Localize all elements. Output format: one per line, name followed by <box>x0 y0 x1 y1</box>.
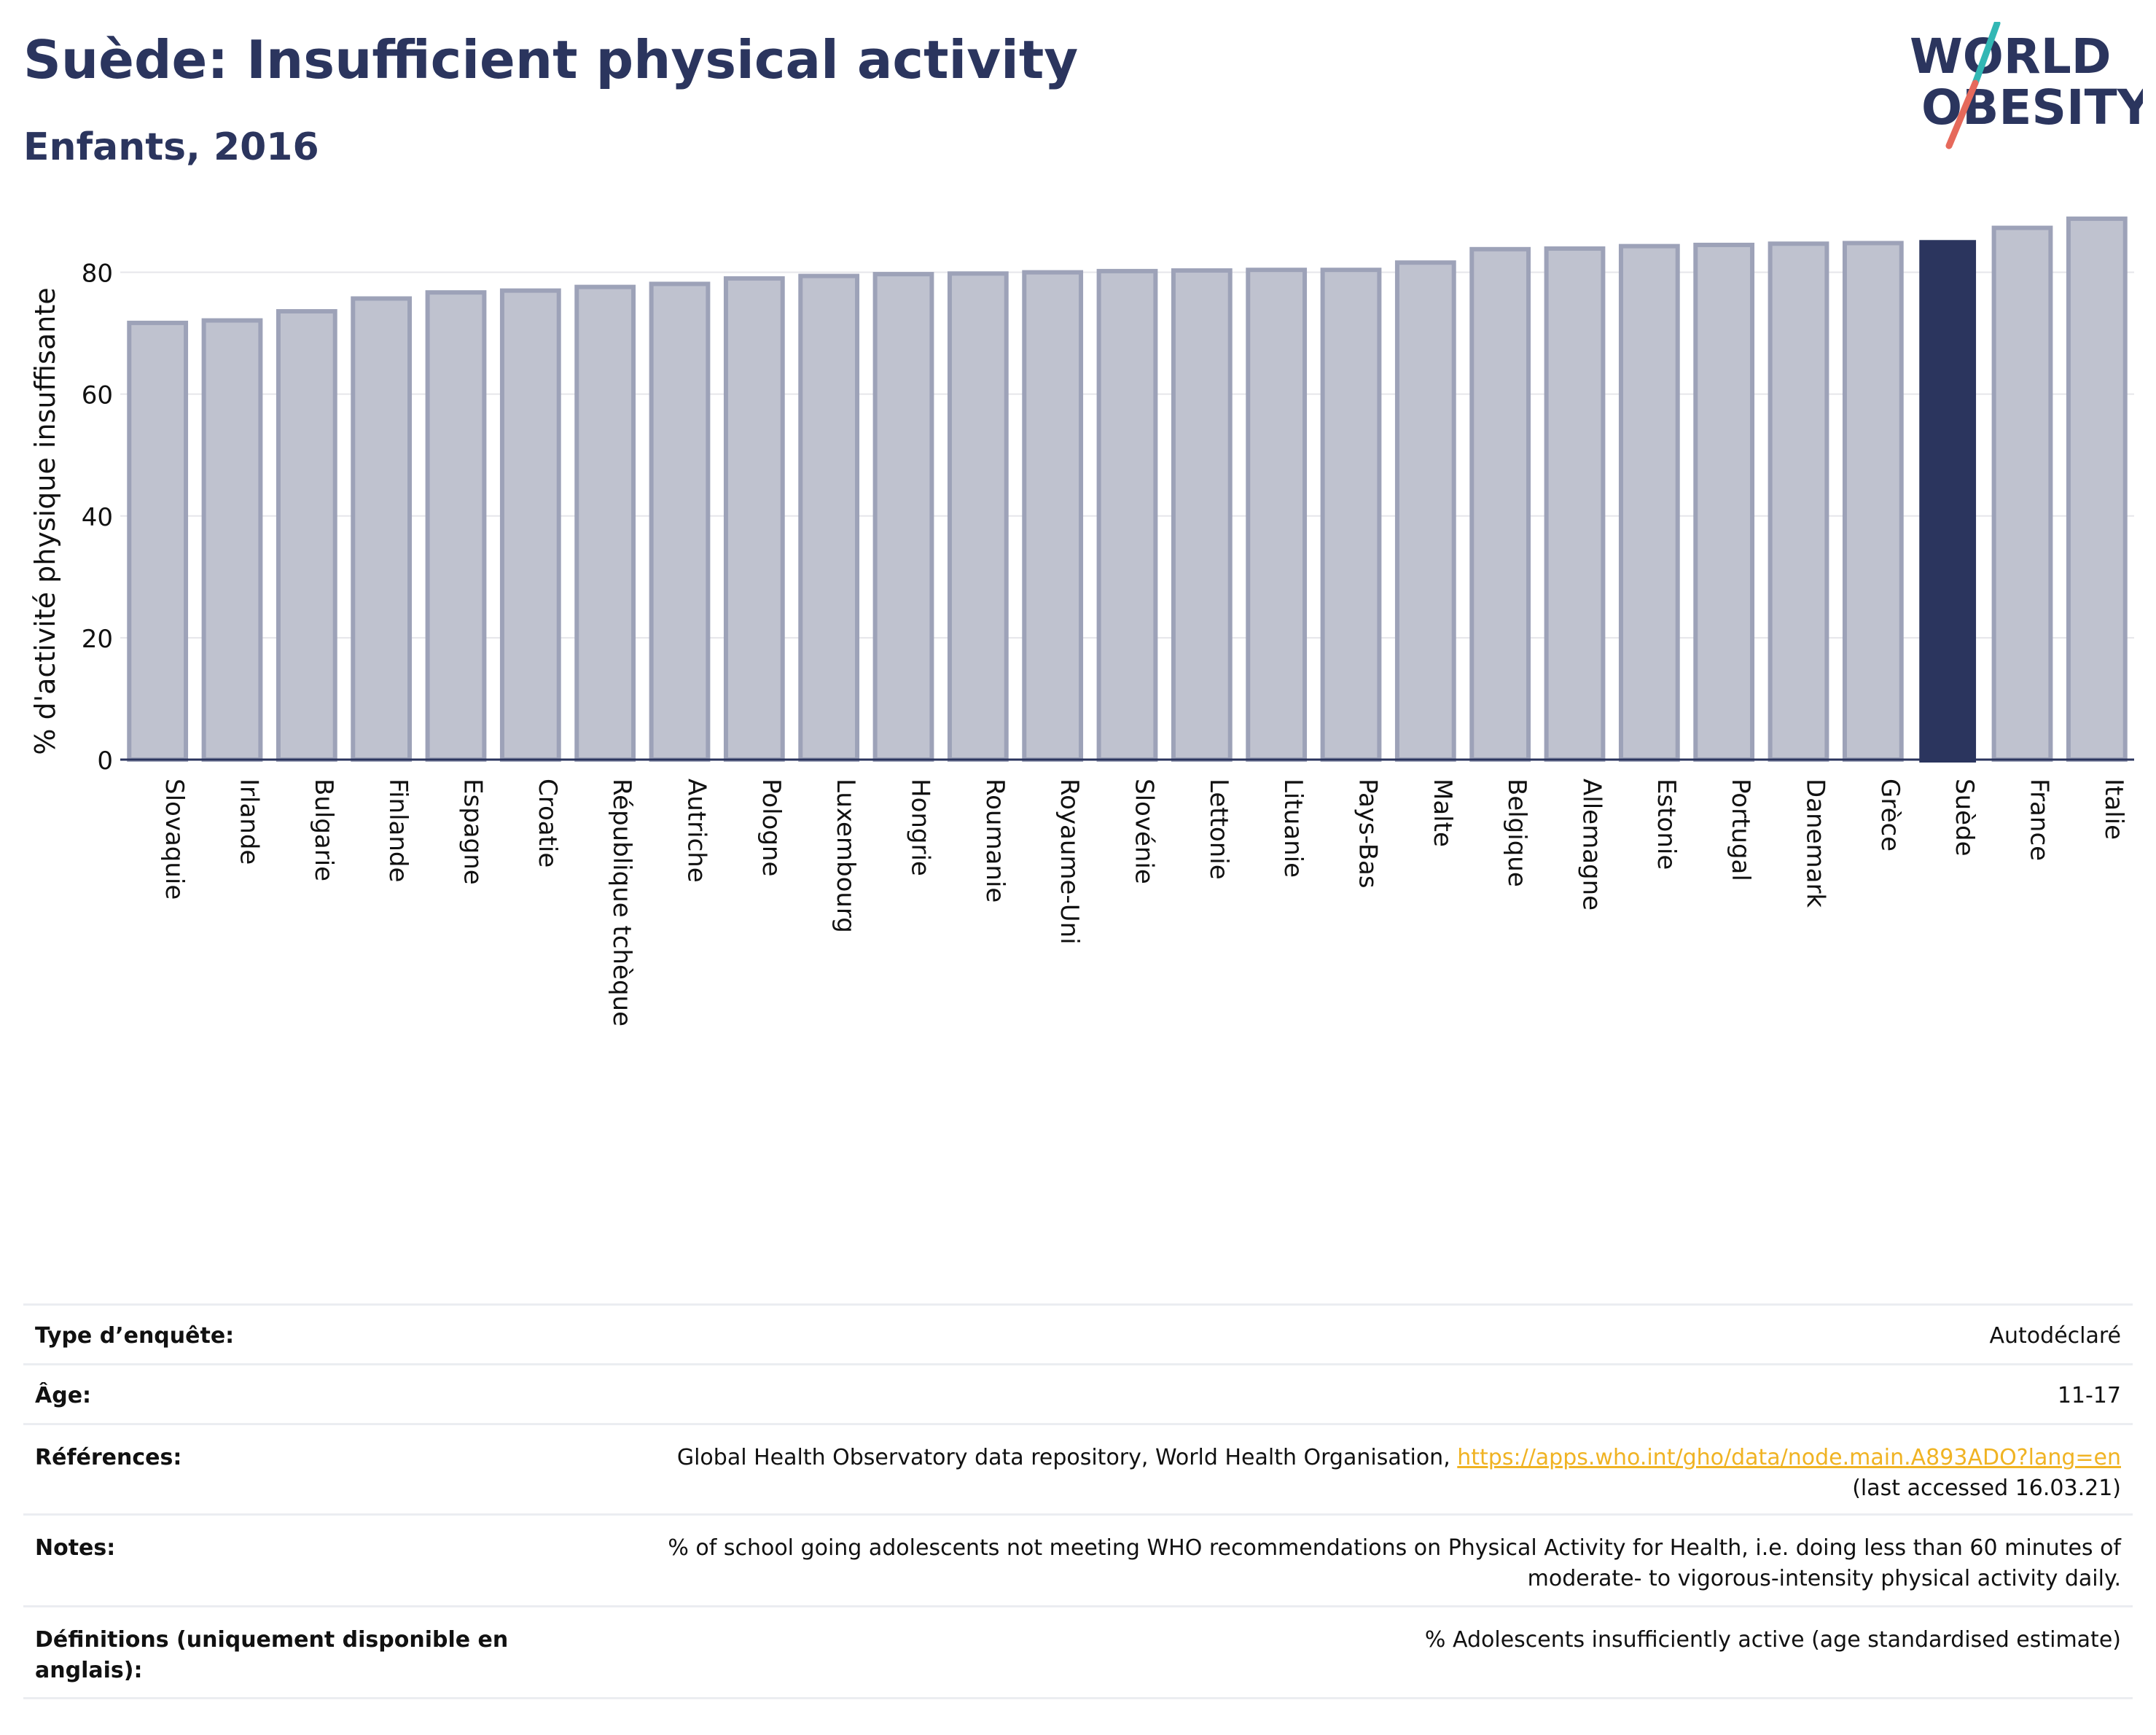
bar-13 <box>1096 268 1158 762</box>
references-accessed: (last accessed 16.03.21) <box>1852 1475 2121 1501</box>
y-tick-label: 80 <box>82 260 113 289</box>
bar-24 <box>1919 240 1977 763</box>
bar-15 <box>1246 268 1308 763</box>
definitions-label: Définitions (uniquement disponible en an… <box>23 1605 519 1699</box>
metadata-table: Type d’enquête: Autodéclaré Âge: 11-17 R… <box>23 1303 2133 1699</box>
x-tick-label: Pologne <box>757 779 786 876</box>
bar-8 <box>723 276 785 762</box>
x-tick-label: Portugal <box>1726 779 1755 881</box>
x-tick-label: Belgique <box>1502 779 1531 887</box>
bar-22 <box>1768 241 1829 763</box>
x-tick-label: Roumanie <box>980 779 1009 902</box>
y-tick-label: 40 <box>82 503 113 532</box>
bar-4 <box>425 290 487 762</box>
meta-row-age: Âge: 11-17 <box>23 1363 2133 1424</box>
x-tick-label: Lettonie <box>1204 779 1233 880</box>
bar-3 <box>351 296 413 763</box>
age-value: 11-17 <box>519 1363 2133 1424</box>
x-tick-label: Bulgarie <box>309 779 338 881</box>
x-tick-label: Pays-Bas <box>1354 779 1383 889</box>
x-tick-label: Autriche <box>682 779 711 883</box>
x-tick-label: Hongrie <box>906 779 935 876</box>
x-tick-label: Luxembourg <box>831 779 860 933</box>
x-tick-label: Espagne <box>458 779 488 885</box>
bar-17 <box>1394 260 1456 763</box>
x-tick-label: Allemagne <box>1577 779 1606 911</box>
x-tick-label: Malte <box>1428 779 1457 847</box>
x-tick-label: Italie <box>2099 779 2128 840</box>
bar-16 <box>1320 268 1382 763</box>
page-subtitle: Enfants, 2016 <box>23 125 319 169</box>
y-axis-label: % d'activité physique insuffisante <box>29 287 61 755</box>
x-tick-label: Estonie <box>1652 779 1681 870</box>
y-tick-label: 60 <box>82 381 113 410</box>
notes-line1: % of school going adolescents not meetin… <box>668 1535 2121 1561</box>
references-label: Références: <box>23 1423 519 1515</box>
bar-21 <box>1693 242 1755 762</box>
bar-0 <box>127 320 189 762</box>
logo-line1: WORLD <box>1910 28 2112 85</box>
meta-row-survey: Type d’enquête: Autodéclaré <box>23 1303 2133 1365</box>
x-tick-label: Suède <box>1950 779 1979 857</box>
references-value: Global Health Observatory data repositor… <box>519 1423 2133 1515</box>
bar-chart: % d'activité physique insuffisante 0 20 40… <box>29 217 2134 1026</box>
meta-row-notes: Notes: % of school going adolescents not… <box>23 1513 2133 1607</box>
y-tick-label: 0 <box>97 746 113 776</box>
bar-1 <box>201 318 263 762</box>
bar-25 <box>1991 225 2053 763</box>
bar-23 <box>1842 241 1904 762</box>
x-tick-label: Grèce <box>1875 779 1905 851</box>
notes-label: Notes: <box>23 1513 519 1607</box>
bar-14 <box>1171 268 1233 762</box>
notes-line2: moderate- to vigorous-intensity physical… <box>1527 1566 2121 1591</box>
meta-row-references: Références: Global Health Observatory da… <box>23 1423 2133 1515</box>
references-link[interactable]: https://apps.who.int/gho/data/node.main.… <box>1457 1445 2121 1470</box>
bar-11 <box>947 271 1009 762</box>
meta-row-definitions: Définitions (uniquement disponible en an… <box>23 1605 2133 1699</box>
y-axis-ticks: 0 20 40 60 80 <box>82 260 113 776</box>
age-label: Âge: <box>23 1363 519 1424</box>
bar-19 <box>1544 246 1606 763</box>
bar-7 <box>649 281 711 763</box>
x-tick-label: Danemark <box>1801 779 1830 908</box>
logo-slash-coral <box>1945 79 1979 149</box>
bar-6 <box>574 284 636 762</box>
bar-20 <box>1618 243 1680 763</box>
bars <box>127 217 2128 763</box>
world-obesity-logo: WORLD OBESITY <box>1910 22 2143 149</box>
x-axis-ticks: Slovaquie Irlande Bulgarie Finlande Espagne C… <box>160 779 2128 1026</box>
x-tick-label: République tchèque <box>607 779 636 1026</box>
x-tick-label: Irlande <box>235 779 264 865</box>
references-text: Global Health Observatory data repositor… <box>676 1445 1458 1470</box>
x-tick-label: Finlande <box>383 779 413 882</box>
survey-label: Type d’enquête: <box>23 1303 519 1365</box>
bar-26 <box>2066 217 2128 762</box>
x-tick-label: Slovaquie <box>160 779 189 900</box>
survey-value: Autodéclaré <box>519 1303 2133 1365</box>
x-tick-label: Croatie <box>533 779 562 868</box>
bar-10 <box>872 272 934 763</box>
notes-value: % of school going adolescents not meetin… <box>519 1513 2133 1607</box>
y-tick-label: 20 <box>82 625 113 654</box>
x-tick-label: Slovénie <box>1130 779 1159 884</box>
bar-2 <box>276 309 337 762</box>
bar-18 <box>1469 246 1531 762</box>
definitions-value: % Adolescents insufficiently active (age… <box>519 1605 2133 1699</box>
x-tick-label: France <box>2025 779 2054 861</box>
page-title: Suède: Insufficient physical activity <box>23 29 1079 90</box>
x-tick-label: Royaume-Uni <box>1055 779 1084 945</box>
logo-slash-teal <box>1972 22 2001 87</box>
bar-5 <box>499 288 561 763</box>
x-tick-label: Lituanie <box>1278 779 1308 878</box>
bar-9 <box>798 273 860 762</box>
bar-12 <box>1022 270 1084 763</box>
